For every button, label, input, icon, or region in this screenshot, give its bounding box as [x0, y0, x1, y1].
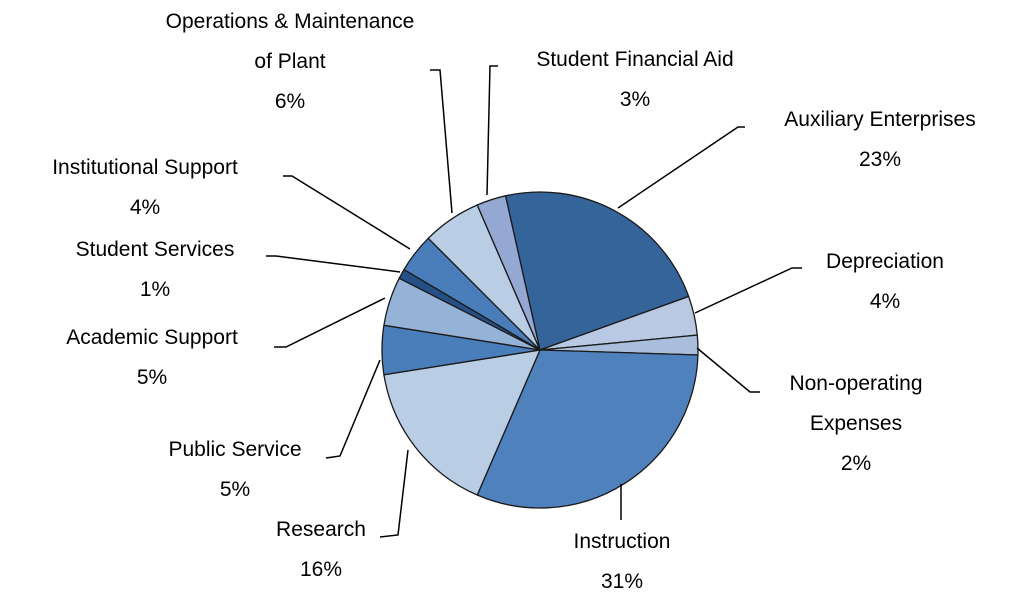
- value-label: 4%: [129, 196, 161, 219]
- leader-line: [379, 449, 409, 538]
- pie-slice: [476, 349, 699, 509]
- slice-label: Academic Support 5%: [22, 318, 282, 398]
- slice-label: Student Financial Aid 3%: [485, 40, 785, 120]
- pie-slice: [476, 195, 541, 351]
- category-label: Auxiliary Enterprises: [784, 108, 976, 131]
- leader-line: [430, 69, 453, 214]
- slice-label: Instruction 31%: [522, 522, 722, 592]
- pie-slice: [383, 349, 542, 496]
- leader-line: [266, 255, 401, 273]
- category-label: Non-operating Expenses: [789, 372, 923, 435]
- value-label: 6%: [274, 90, 306, 113]
- value-label: 2%: [840, 452, 872, 475]
- value-label: 3%: [619, 88, 651, 111]
- value-label: 31%: [600, 570, 644, 592]
- value-label: 16%: [299, 558, 343, 581]
- value-label: 5%: [136, 366, 168, 389]
- category-label: Institutional Support: [52, 156, 238, 179]
- leader-line: [325, 359, 381, 459]
- slice-label: Student Services 1%: [35, 230, 275, 310]
- leader-line: [696, 347, 760, 393]
- slice-label: Depreciation 4%: [785, 242, 985, 322]
- leader-line: [486, 65, 498, 196]
- leader-line: [283, 175, 411, 250]
- leader-line: [274, 297, 386, 348]
- leader-line: [694, 267, 802, 314]
- pie-slice: [504, 191, 690, 351]
- value-label: 1%: [139, 278, 171, 301]
- category-label: Student Services: [75, 238, 235, 261]
- slice-label: Public Service 5%: [135, 430, 335, 510]
- slice-label: Institutional Support 4%: [5, 148, 285, 228]
- value-label: 23%: [858, 148, 902, 171]
- category-label: Student Financial Aid: [536, 48, 734, 71]
- category-label: Research: [276, 518, 366, 541]
- value-label: 4%: [869, 290, 901, 313]
- slice-label: Research 16%: [241, 510, 401, 590]
- category-label: Public Service: [168, 438, 302, 461]
- category-label: Academic Support: [66, 326, 238, 349]
- slice-label: Non-operating Expenses 2%: [766, 364, 946, 484]
- category-label: Operations & Maintenance of Plant: [165, 10, 415, 73]
- category-label: Depreciation: [826, 250, 944, 273]
- slice-label: Auxiliary Enterprises 23%: [730, 100, 1016, 180]
- category-label: Instruction: [573, 530, 671, 553]
- value-label: 5%: [219, 478, 251, 501]
- leader-line: [617, 126, 745, 209]
- slice-label: Operations & Maintenance of Plant 6%: [165, 2, 415, 122]
